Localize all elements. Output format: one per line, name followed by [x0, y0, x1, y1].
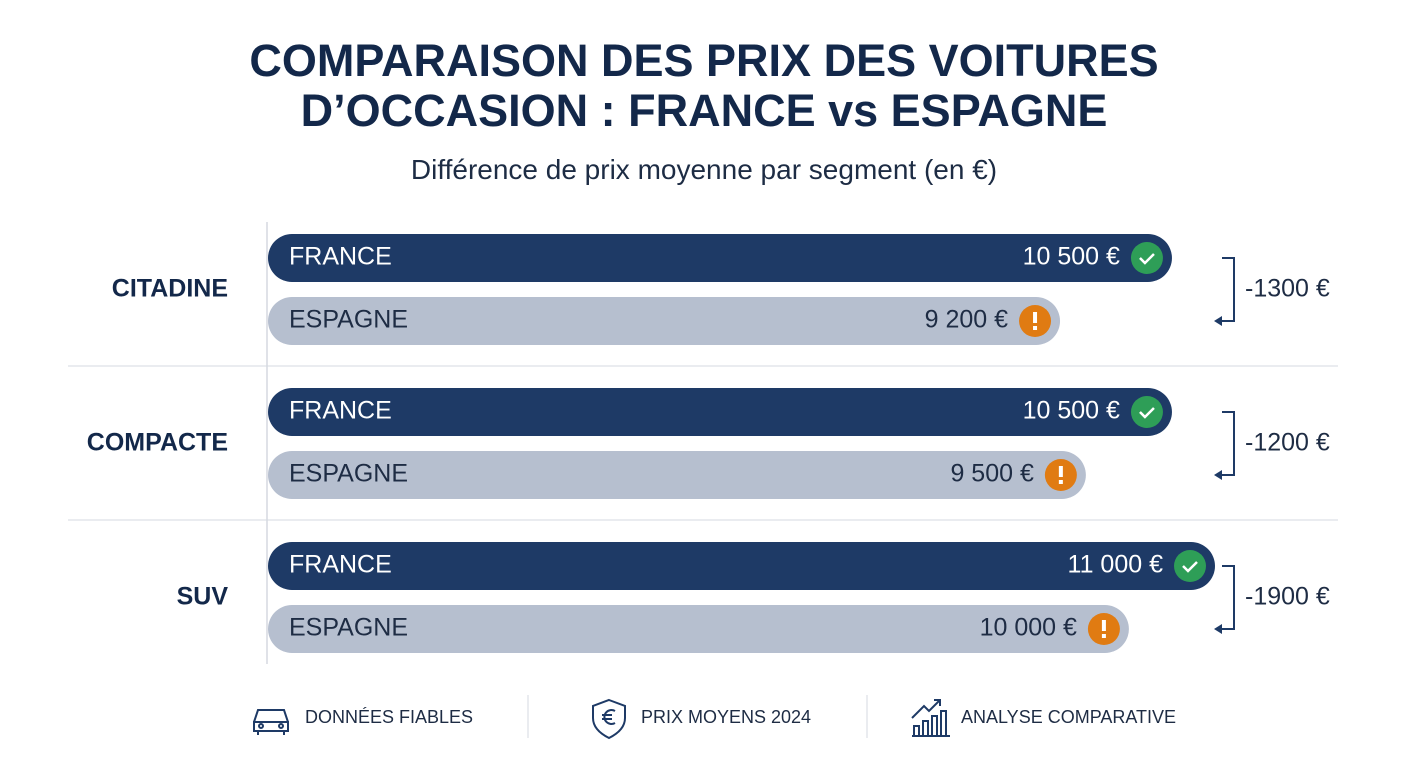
car-icon: [253, 709, 289, 735]
bar: [268, 451, 1086, 499]
footer-label: ANALYSE COMPARATIVE: [961, 707, 1176, 727]
bar: [268, 297, 1061, 345]
bar: [268, 234, 1172, 282]
category-label: COMPACTE: [87, 429, 228, 457]
footer-label: DONNÉES FIABLES: [305, 707, 473, 727]
check-icon: [1182, 561, 1198, 573]
difference-bracket: [1218, 411, 1235, 476]
bar-series-label: FRANCE: [289, 551, 392, 579]
difference-bracket: [1218, 565, 1235, 630]
bar: [268, 542, 1215, 590]
value-label: 11 000 €: [1068, 551, 1164, 579]
bar-series-label: FRANCE: [289, 397, 392, 425]
warn-icon: [1101, 634, 1106, 638]
car-icon: [258, 723, 264, 729]
warn-icon: [1058, 480, 1063, 484]
value-label: 9 200 €: [925, 306, 1009, 334]
bar-series-label: ESPAGNE: [289, 614, 408, 642]
difference-label: -1900 €: [1245, 583, 1330, 611]
category-label: SUV: [177, 583, 229, 611]
shield-icon: [602, 709, 616, 725]
value-label: 10 000 €: [980, 614, 1077, 642]
bar-series-label: ESPAGNE: [289, 306, 408, 334]
shield-icon: [592, 698, 626, 740]
status-icon: [1130, 396, 1163, 428]
bar-series-label: FRANCE: [289, 243, 392, 271]
difference-arrow: [1214, 470, 1222, 480]
difference-arrow: [1214, 316, 1222, 326]
bar-series-label: ESPAGNE: [289, 460, 408, 488]
status-icon: [1174, 550, 1206, 582]
bar: [268, 388, 1172, 436]
value-label: 10 500 €: [1023, 243, 1120, 271]
warn-icon: [1033, 312, 1038, 323]
chart-title: COMPARAISON DES PRIX DES VOITURES D’OCCA…: [249, 35, 1159, 136]
difference-label: -1300 €: [1245, 275, 1330, 303]
warn-icon: [1101, 620, 1106, 631]
warn-icon: [1058, 466, 1063, 477]
check-icon: [1139, 253, 1155, 265]
bar: [268, 605, 1129, 653]
difference-arrow: [1214, 624, 1222, 634]
car-icon: [278, 723, 284, 729]
difference-bracket: [1218, 257, 1235, 322]
value-label: 10 500 €: [1023, 397, 1120, 425]
status-icon: [1130, 242, 1163, 274]
value-label: 9 500 €: [950, 460, 1034, 488]
footer-label: PRIX MOYENS 2024: [641, 707, 811, 727]
difference-label: -1200 €: [1245, 429, 1330, 457]
chart-subtitle: Différence de prix moyenne par segment (…: [410, 154, 998, 185]
check-icon: [1139, 407, 1155, 419]
chart-icon: [911, 699, 950, 737]
footer-icons: [253, 698, 950, 740]
category-label: CITADINE: [112, 275, 228, 303]
warn-icon: [1033, 326, 1038, 330]
